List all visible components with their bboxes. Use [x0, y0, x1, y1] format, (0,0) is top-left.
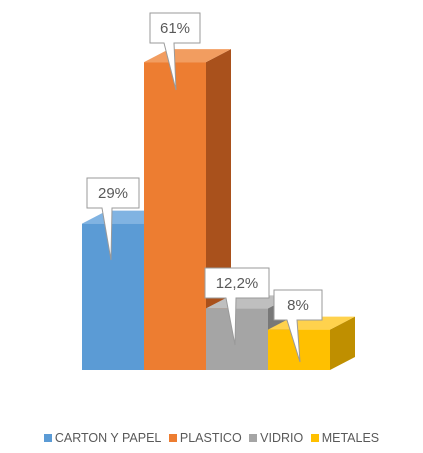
bar-vidrio [206, 308, 268, 370]
data-label-plastico: 61% [160, 20, 190, 37]
legend-swatch-plastico [168, 434, 177, 442]
legend-swatch-carton [43, 434, 52, 442]
data-label-carton: 29% [98, 185, 128, 202]
legend-swatch-vidrio [249, 434, 258, 442]
legend-item-vidrio: VIDRIO [249, 431, 303, 445]
data-label-metales: 8% [287, 297, 309, 314]
legend-label-carton: CARTON Y PAPEL [54, 431, 162, 445]
bar-chart: 29% 61% 12,2% 8% [82, 12, 355, 370]
legend-item-carton: CARTON Y PAPEL [43, 431, 162, 445]
bar-carton [82, 223, 144, 370]
legend-label-metales: METALES [321, 431, 380, 445]
legend: CARTON Y PAPEL PLASTICO VIDRIO METALES [0, 431, 423, 445]
data-label-vidrio: 12,2% [216, 275, 259, 292]
data-label-box-carton [86, 177, 140, 261]
legend-swatch-metales [310, 434, 319, 442]
data-label-box-metales [273, 289, 323, 363]
legend-label-plastico: PLASTICO [179, 431, 242, 445]
data-label-box-vidrio [204, 267, 270, 346]
legend-item-metales: METALES [310, 431, 380, 445]
legend-label-vidrio: VIDRIO [260, 431, 304, 445]
legend-item-plastico: PLASTICO [168, 431, 242, 445]
bar-plastico [144, 62, 206, 370]
data-label-box-plastico [149, 12, 201, 91]
bar-side-metales [330, 316, 355, 370]
bar-top-plastico [144, 49, 231, 63]
